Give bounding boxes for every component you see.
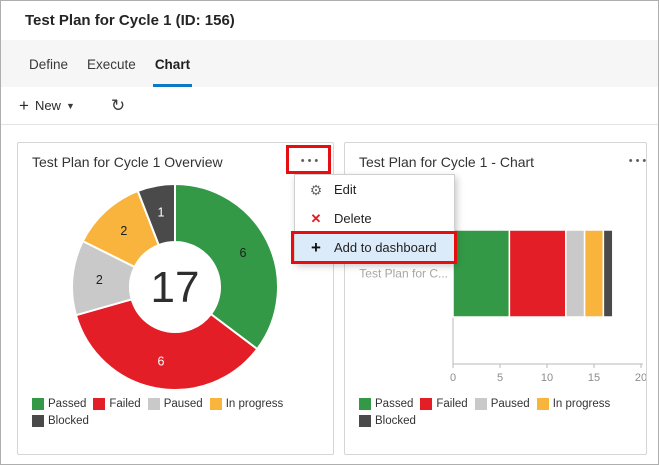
legend-label: Passed: [48, 398, 87, 410]
svg-text:2: 2: [120, 224, 127, 238]
legend-swatch: [420, 398, 433, 410]
menu-item-add-to-dashboard[interactable]: + Add to dashboard: [295, 233, 454, 262]
legend-item-blocked: Blocked: [32, 415, 89, 427]
overview-more-button[interactable]: •••: [300, 155, 322, 167]
menu-item-edit-label: Edit: [334, 182, 357, 197]
legend-item-paused: Paused: [474, 398, 530, 410]
stacked-bar-chart: 0 5 10 15 20 Test Plan for C...: [345, 175, 647, 395]
legend-item-failed: Failed: [93, 398, 141, 410]
context-menu: ⚙ Edit ✕ Delete + Add to dashboard: [294, 174, 455, 263]
card-overview: Test Plan for Cycle 1 Overview ••• 6 6 2 2 1…: [17, 142, 334, 455]
legend-item-in-progress: In progress: [209, 398, 284, 410]
legend-label: In progress: [552, 398, 611, 410]
legend-item-passed: Passed: [32, 398, 86, 410]
plus-icon: +: [311, 238, 321, 257]
chart-more-button[interactable]: •••: [628, 155, 650, 167]
legend-swatch: [32, 398, 44, 410]
legend-swatch: [474, 398, 487, 410]
legend-swatch: [209, 398, 222, 410]
legend-swatch: [359, 415, 371, 427]
legend-swatch: [147, 398, 160, 410]
svg-text:15: 15: [588, 372, 600, 384]
plus-icon: +: [19, 96, 29, 115]
legend-label: Blocked: [375, 415, 416, 427]
new-button-label: New: [34, 98, 61, 113]
svg-text:0: 0: [450, 372, 456, 384]
chevron-down-icon: ▼: [65, 100, 75, 111]
legend-label: Failed: [109, 398, 141, 410]
legend-item-blocked: Blocked: [359, 415, 416, 427]
svg-text:5: 5: [497, 372, 503, 384]
svg-text:6: 6: [158, 355, 165, 369]
gear-icon: ⚙: [309, 181, 323, 198]
refresh-button[interactable]: ↻: [111, 97, 125, 114]
legend-label: Passed: [375, 398, 414, 410]
stacked-bar-chart-svg: 0 5 10 15 20 Test Plan for C...: [359, 217, 647, 384]
legend-item-passed: Passed: [359, 398, 413, 410]
legend-label: Paused: [490, 398, 530, 410]
legend-swatch: [359, 398, 371, 410]
donut-chart: 6 6 2 2 1 17: [18, 175, 335, 400]
legend-label: Failed: [436, 398, 468, 410]
legend-label: In progress: [225, 398, 284, 410]
card-chart-title: Test Plan for Cycle 1 - Chart: [359, 154, 535, 170]
menu-item-add-to-dashboard-label: Add to dashboard: [334, 240, 437, 255]
page-title: Test Plan for Cycle 1 (ID: 156): [25, 12, 235, 29]
legend-item-failed: Failed: [420, 398, 468, 410]
svg-text:6: 6: [240, 246, 247, 260]
legend-item-in-progress: In progress: [536, 398, 611, 410]
tab-execute[interactable]: Execute: [87, 57, 136, 72]
legend-item-paused: Paused: [147, 398, 203, 410]
card-chart: Test Plan for Cycle 1 - Chart ••• 0 5 10 15…: [344, 142, 647, 455]
tab-bar: Define Execute Chart: [1, 40, 658, 87]
toolbar: + New ▼ ↻: [1, 87, 658, 125]
refresh-icon: ↻: [110, 96, 126, 115]
tab-define[interactable]: Define: [29, 57, 69, 72]
overview-legend: Passed Failed Paused In progress Blocked: [32, 398, 325, 427]
tab-chart[interactable]: Chart: [152, 40, 193, 87]
legend-swatch: [536, 398, 549, 410]
legend-label: Paused: [163, 398, 203, 410]
menu-item-delete-label: Delete: [334, 211, 372, 226]
menu-item-delete[interactable]: ✕ Delete: [295, 204, 454, 233]
svg-text:1: 1: [158, 205, 165, 219]
donut-chart-svg: 6 6 2 2 1 17: [71, 182, 279, 391]
svg-text:20: 20: [635, 372, 646, 384]
svg-text:Test Plan for C...: Test Plan for C...: [359, 267, 448, 281]
delete-x-icon: ✕: [310, 211, 322, 226]
legend-swatch: [32, 415, 44, 427]
svg-text:17: 17: [151, 263, 200, 312]
menu-item-edit[interactable]: ⚙ Edit: [295, 175, 454, 204]
svg-text:10: 10: [541, 372, 553, 384]
svg-text:2: 2: [96, 273, 103, 287]
new-button[interactable]: + New ▼: [19, 97, 75, 114]
card-overview-title: Test Plan for Cycle 1 Overview: [32, 154, 223, 170]
chart-legend: Passed Failed Paused In progress Blocked: [359, 398, 638, 427]
legend-swatch: [93, 398, 106, 410]
legend-label: Blocked: [48, 415, 89, 427]
